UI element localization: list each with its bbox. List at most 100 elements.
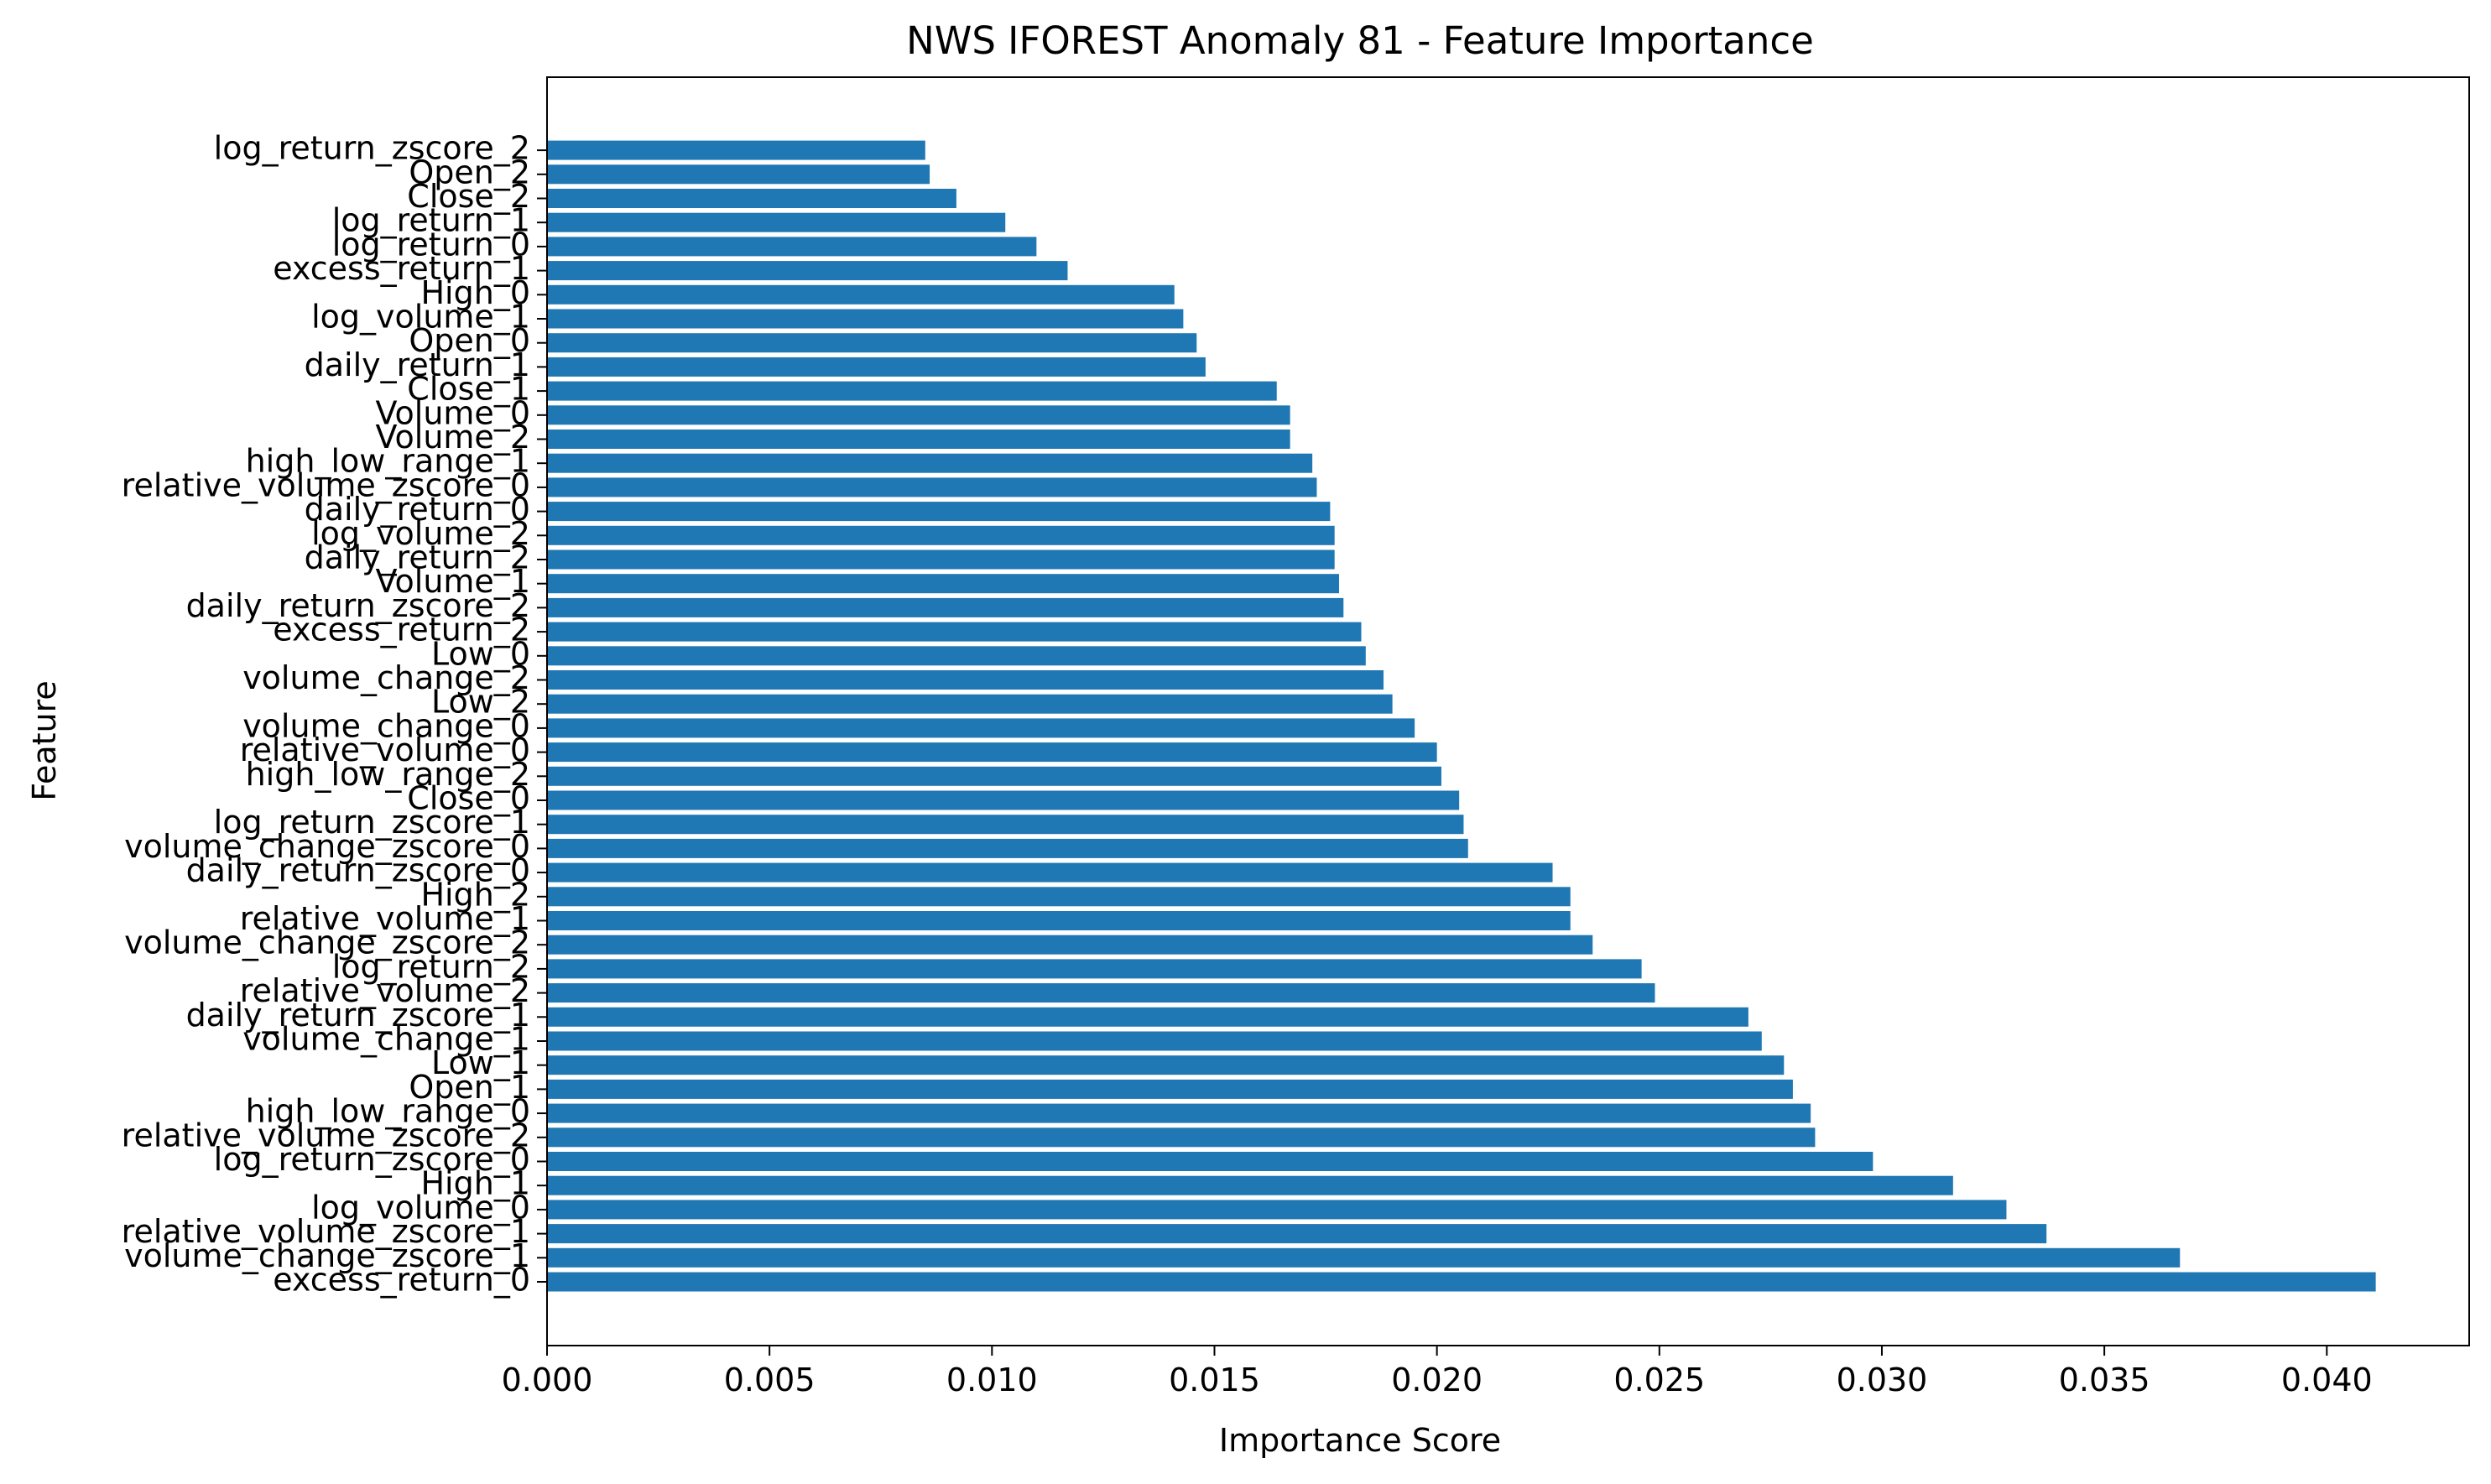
y-tick-label: volume_change_0 [242, 707, 530, 744]
y-tick-label: Low_0 [431, 635, 530, 672]
y-tick-label: High_1 [420, 1165, 530, 1202]
x-tick-label: 0.000 [502, 1362, 593, 1398]
chart-title: NWS IFOREST Anomaly 81 - Feature Importa… [906, 18, 1814, 63]
y-tick-label: high_low_range_1 [246, 443, 530, 480]
x-tick-label: 0.015 [1169, 1362, 1260, 1398]
bar-Open_2 [547, 164, 930, 185]
bar-log_return_zscore_0 [547, 1152, 1873, 1171]
y-tick-label: log_return_2 [332, 948, 530, 985]
y-tick-label: High_2 [420, 876, 530, 913]
y-tick-label: Low_1 [431, 1044, 530, 1081]
y-tick-label: Open_1 [409, 1069, 530, 1106]
bar-relative_volume_2 [547, 983, 1655, 1003]
bar-Low_1 [547, 1055, 1785, 1075]
bar-Open_1 [547, 1079, 1793, 1099]
y-tick-label: daily_return_2 [305, 539, 530, 576]
y-axis-title: Feature [26, 680, 63, 801]
x-ticks: 0.000 0.005 0.010 0.015 0.020 0.025 0.030 0.035… [502, 1346, 2373, 1398]
bar-relative_volume_0 [547, 742, 1437, 763]
plot-frame [546, 76, 2470, 1346]
bar-high_low_range_2 [547, 766, 1441, 786]
y-tick-label: Volume_0 [375, 394, 530, 431]
y-tick-label: Close_1 [407, 371, 530, 408]
x-tick-label: 0.005 [724, 1362, 816, 1398]
bar-log_return_1 [547, 212, 1006, 232]
bar-daily_return_zscore_2 [547, 597, 1344, 617]
y-tick-label: daily_return_zscore_0 [186, 852, 530, 889]
bar-excess_return_0 [547, 1272, 2376, 1292]
y-tick-label: log_return_zscore_0 [214, 1141, 530, 1178]
bar-excess_return_2 [547, 622, 1362, 642]
bar-Volume_0 [547, 405, 1290, 425]
bar-volume_change_zscore_1 [547, 1247, 2181, 1268]
y-tick-label: excess_return_2 [273, 612, 530, 648]
x-axis-title: Importance Score [1219, 1422, 1501, 1459]
y-tick-label: Open_2 [409, 154, 530, 190]
y-tick-label: high_low_range_2 [246, 756, 530, 793]
y-tick-label: volume_change_2 [242, 659, 530, 696]
bar-Volume_2 [547, 430, 1290, 449]
bar-volume_change_zscore_0 [547, 838, 1468, 858]
bar-Close_0 [547, 790, 1460, 810]
y-tick-label: Open_0 [409, 322, 530, 359]
bar-high_low_range_1 [547, 453, 1313, 473]
bar-log_volume_0 [547, 1200, 2007, 1220]
y-tick-label: volume_change_zscore_2 [124, 924, 530, 961]
y-tick-label: volume_change_zscore_1 [124, 1237, 530, 1274]
y-tick-label: relative_volume_2 [240, 972, 530, 1009]
bar-daily_return_2 [547, 549, 1335, 570]
bar-excess_return_1 [547, 261, 1068, 281]
bar-Volume_1 [547, 574, 1339, 594]
y-tick-label: relative_volume_zscore_1 [122, 1213, 530, 1250]
y-tick-label: relative_volume_1 [240, 900, 530, 937]
y-tick-label: log_volume_1 [311, 299, 530, 336]
bar-High_2 [547, 887, 1571, 907]
y-tick-label: volume_change_zscore_0 [124, 828, 530, 865]
bar-Open_0 [547, 333, 1197, 353]
bar-log_return_zscore_2 [547, 140, 925, 160]
y-tick-label: relative_volume_0 [240, 732, 530, 768]
bar-log_volume_2 [547, 525, 1335, 545]
bar-volume_change_zscore_2 [547, 935, 1593, 955]
bar-relative_volume_zscore_0 [547, 477, 1317, 497]
bar-Close_2 [547, 189, 956, 208]
x-tick-label: 0.025 [1613, 1362, 1705, 1398]
y-tick-label: daily_return_zscore_2 [186, 587, 530, 624]
y-tick-label: Close_2 [407, 178, 530, 215]
bar-Close_1 [547, 381, 1277, 401]
y-tick-label: relative_volume_zscore_2 [122, 1117, 530, 1153]
y-tick-label: log_return_0 [332, 226, 530, 263]
bar-High_0 [547, 284, 1175, 305]
bar-relative_volume_1 [547, 911, 1571, 930]
y-tick-label: daily_return_0 [305, 491, 530, 528]
y-tick-label: log_volume_2 [311, 515, 530, 552]
bar-log_volume_1 [547, 309, 1184, 329]
y-tick-label: excess_return_1 [273, 250, 530, 287]
bar-log_return_2 [547, 959, 1642, 979]
y-tick-label: log_return_zscore_1 [214, 804, 530, 841]
bar-relative_volume_zscore_2 [547, 1127, 1816, 1148]
y-tick-label: log_return_zscore_2 [214, 130, 530, 167]
x-tick-label: 0.010 [946, 1362, 1038, 1398]
bar-High_1 [547, 1175, 1953, 1195]
y-tick-label: Low_2 [431, 684, 530, 721]
bar-log_return_0 [547, 237, 1037, 257]
bar-Low_2 [547, 694, 1393, 714]
y-tick-label: excess_return_0 [273, 1262, 530, 1299]
y-tick-label: volume_change_1 [242, 1021, 530, 1058]
y-tick-labels: excess_return_0volume_change_zscore_1rel… [122, 130, 547, 1299]
bar-relative_volume_zscore_1 [547, 1224, 2047, 1244]
bar-daily_return_zscore_1 [547, 1007, 1748, 1027]
bars-layer [547, 140, 2376, 1292]
x-tick-label: 0.030 [1837, 1362, 1928, 1398]
y-tick-label: log_return_1 [332, 202, 530, 239]
y-tick-label: Close_0 [407, 780, 530, 817]
bar-high_low_range_0 [547, 1103, 1811, 1123]
y-tick-label: Volume_1 [375, 563, 530, 600]
x-tick-label: 0.035 [2059, 1362, 2150, 1398]
y-tick-label: high_low_range_0 [246, 1093, 530, 1130]
bar-Low_0 [547, 646, 1366, 666]
bar-daily_return_zscore_0 [547, 862, 1553, 883]
